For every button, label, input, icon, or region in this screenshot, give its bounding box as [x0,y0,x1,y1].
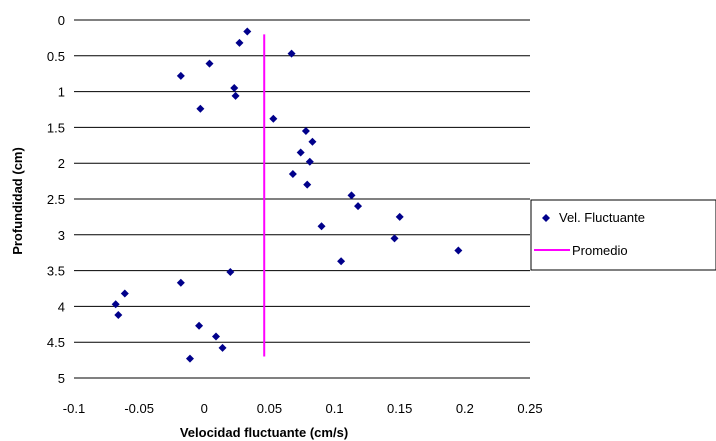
y-tick-label: 0.5 [47,49,65,64]
data-point [218,343,227,352]
x-tick-label: 0.15 [387,401,412,416]
data-point [287,49,296,58]
data-point [269,114,278,123]
x-tick-label: 0.05 [257,401,282,416]
data-point [301,126,310,135]
legend: Vel. Fluctuante Promedio [530,199,716,271]
y-tick-labels: 0 0.5 1 1.5 2 2.5 3 3.5 4 4.5 5 [47,13,65,386]
data-point [205,59,214,68]
x-tick-label: 0.25 [517,401,542,416]
y-tick-label: 5 [58,371,65,386]
y-tick-label: 3.5 [47,264,65,279]
y-axis-title: Profundidad (cm) [10,147,25,255]
data-point [196,104,205,113]
y-tick-label: 1.5 [47,120,65,135]
y-tick-label: 4.5 [47,335,65,350]
legend-marker-vel-fluctuante [542,214,550,222]
y-tick-label: 1 [58,85,65,100]
data-point [347,191,356,200]
x-tick-label: -0.1 [63,401,85,416]
data-point [308,137,317,146]
y-tick-label: 2 [58,156,65,171]
data-point [303,180,312,189]
y-tick-label: 0 [58,13,65,28]
x-tick-labels: -0.1 -0.05 0 0.05 0.1 0.15 0.2 0.25 [63,401,543,416]
data-point [185,354,194,363]
data-point [226,268,235,277]
x-axis-title: Velocidad fluctuante (cm/s) [180,425,348,440]
gridlines [74,19,530,379]
data-point [111,300,120,309]
data-point [390,234,399,243]
data-point [231,91,240,100]
x-tick-label: 0.1 [326,401,344,416]
y-tick-label: 2.5 [47,192,65,207]
data-point [176,278,185,287]
legend-label-vel-fluctuante: Vel. Fluctuante [559,210,645,225]
data-point [235,38,244,47]
y-tick-label: 3 [58,228,65,243]
legend-label-promedio: Promedio [572,243,628,258]
data-point [195,321,204,330]
data-point [288,169,297,178]
data-point [395,212,404,221]
data-point [176,71,185,80]
data-point [120,289,129,298]
data-point [243,27,252,36]
data-point [454,246,463,255]
legend-box [530,199,716,271]
x-tick-label: 0 [201,401,208,416]
data-point [305,157,314,166]
y-tick-label: 4 [58,299,65,314]
data-point [114,310,123,319]
scatter-points [111,27,463,363]
data-point [212,332,221,341]
data-point [296,148,305,157]
x-tick-label: -0.05 [124,401,154,416]
data-point [317,222,326,231]
data-point [230,84,239,93]
x-tick-label: 0.2 [456,401,474,416]
data-point [337,257,346,266]
data-point [354,202,363,211]
